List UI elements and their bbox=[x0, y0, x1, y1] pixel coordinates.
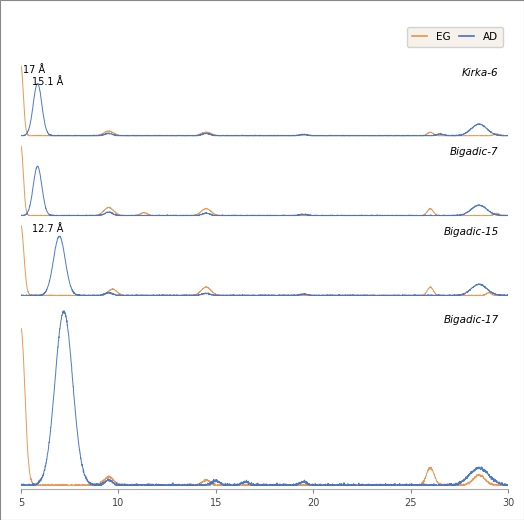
Text: Bigadic-17: Bigadic-17 bbox=[443, 315, 498, 325]
Text: Bigadic-7: Bigadic-7 bbox=[450, 148, 498, 158]
Text: Bigadic-15: Bigadic-15 bbox=[443, 227, 498, 237]
Text: 17 Å: 17 Å bbox=[24, 64, 46, 75]
Legend: EG, AD: EG, AD bbox=[407, 27, 503, 47]
Text: Kirka-6: Kirka-6 bbox=[462, 68, 498, 77]
Text: 12.7 Å: 12.7 Å bbox=[31, 224, 63, 235]
Text: 15.1 Å: 15.1 Å bbox=[31, 77, 63, 87]
